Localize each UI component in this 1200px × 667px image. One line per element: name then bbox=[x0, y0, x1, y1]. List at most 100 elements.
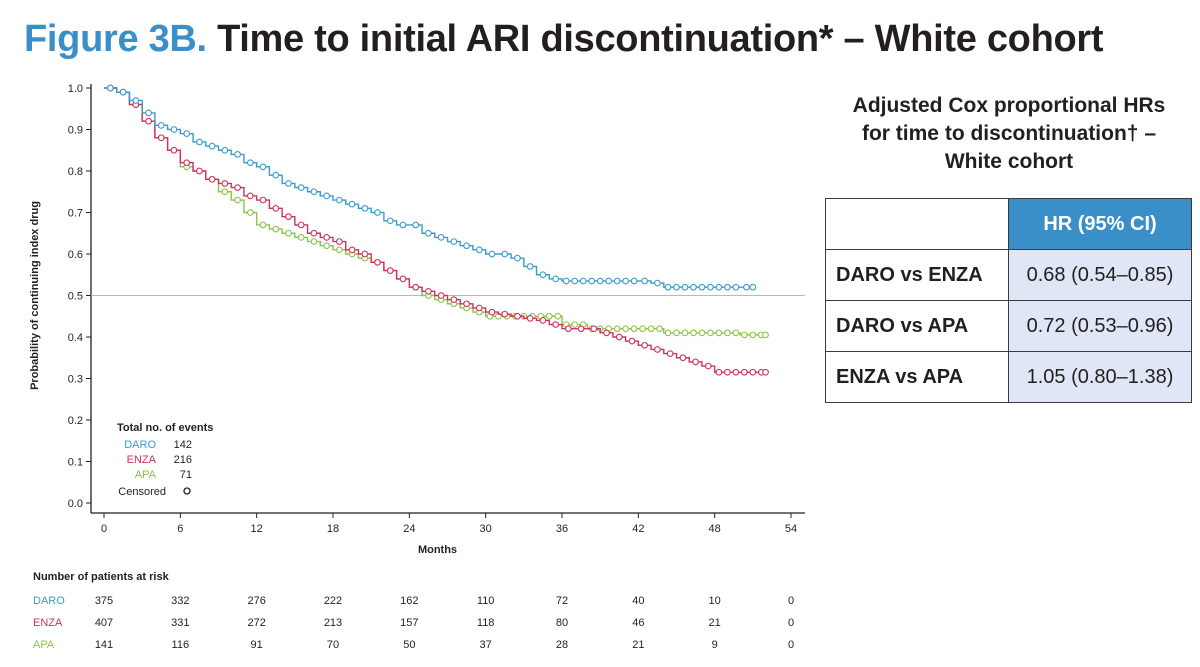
censor-mark-enza bbox=[501, 310, 509, 318]
at-risk-count: 332 bbox=[171, 595, 189, 607]
y-tick-label: 0.3 bbox=[68, 374, 83, 386]
censor-mark-apa bbox=[698, 329, 706, 337]
censor-mark-daro bbox=[475, 246, 483, 254]
at-risk-count: 157 bbox=[400, 617, 418, 629]
censor-mark-daro bbox=[132, 97, 140, 104]
y-tick-label: 0.8 bbox=[68, 166, 83, 178]
censor-mark-enza bbox=[615, 333, 623, 341]
at-risk-count: 0 bbox=[788, 617, 794, 629]
censor-mark-daro bbox=[698, 283, 706, 291]
at-risk-count: 110 bbox=[477, 595, 495, 607]
censor-mark-enza bbox=[437, 292, 445, 299]
y-tick-label: 0.2 bbox=[68, 415, 83, 427]
censor-mark-daro bbox=[690, 283, 697, 291]
censor-mark-daro bbox=[221, 146, 229, 154]
at-risk-count: 91 bbox=[251, 639, 263, 651]
hr-table-row: ENZA vs APA 1.05 (0.80–1.38) bbox=[825, 351, 1192, 403]
censor-mark-apa bbox=[732, 329, 740, 337]
legend-censored-label: Censored bbox=[118, 486, 166, 498]
censor-mark-apa bbox=[630, 325, 638, 333]
x-tick-label: 42 bbox=[632, 523, 644, 535]
legend-label-apa: APA bbox=[135, 469, 157, 481]
censor-mark-daro bbox=[425, 229, 432, 237]
censor-mark-apa bbox=[221, 188, 229, 196]
at-risk-title: Number of patients at risk bbox=[33, 571, 170, 583]
hr-row-label: DARO vs APA bbox=[825, 300, 1009, 352]
censor-mark-daro bbox=[588, 277, 596, 285]
censor-mark-daro bbox=[681, 283, 689, 291]
censor-mark-apa bbox=[545, 312, 553, 320]
censor-mark-apa bbox=[715, 329, 723, 337]
hr-title-line-1: Adjusted Cox proportional HRs bbox=[852, 94, 1166, 117]
censor-mark-daro bbox=[526, 263, 534, 270]
censor-mark-enza bbox=[539, 317, 547, 324]
at-risk-label-apa: APA bbox=[33, 639, 55, 651]
censor-mark-daro bbox=[501, 250, 509, 258]
censor-mark-enza bbox=[692, 358, 699, 366]
censor-mark-daro bbox=[119, 88, 127, 96]
censor-mark-apa bbox=[571, 321, 579, 328]
y-tick-label: 0.4 bbox=[68, 332, 83, 344]
censor-mark-enza bbox=[475, 304, 483, 312]
censor-mark-enza bbox=[628, 337, 636, 345]
legend-label-enza: ENZA bbox=[127, 454, 157, 466]
censor-mark-daro bbox=[664, 283, 672, 291]
censor-mark-daro bbox=[246, 159, 254, 167]
censor-mark-daro bbox=[196, 138, 203, 146]
y-axis-label: Probability of continuing index drug bbox=[29, 201, 41, 390]
at-risk-count: 331 bbox=[171, 617, 189, 629]
censor-mark-daro bbox=[450, 238, 458, 245]
legend-events-apa: 71 bbox=[180, 469, 192, 481]
at-risk-count: 222 bbox=[324, 595, 342, 607]
hr-row-label: DARO vs ENZA bbox=[825, 249, 1009, 301]
censor-mark-apa bbox=[622, 325, 629, 333]
censor-mark-daro bbox=[724, 283, 731, 291]
censor-mark-apa bbox=[234, 196, 241, 204]
y-tick-label: 0.1 bbox=[68, 457, 83, 469]
at-risk-count: 70 bbox=[327, 639, 339, 651]
at-risk-count: 118 bbox=[477, 617, 495, 629]
censor-mark-enza bbox=[272, 205, 280, 212]
x-tick-label: 30 bbox=[480, 523, 492, 535]
hr-panel-title: Adjusted Cox proportional HRs for time t… bbox=[826, 92, 1192, 176]
censor-mark-daro bbox=[749, 283, 757, 291]
censor-mark-daro bbox=[630, 277, 638, 285]
censor-mark-daro bbox=[562, 277, 570, 285]
x-tick-label: 48 bbox=[709, 523, 721, 535]
x-tick-label: 36 bbox=[556, 523, 568, 535]
censor-mark-enza bbox=[196, 167, 203, 175]
censor-mark-apa bbox=[724, 329, 731, 337]
at-risk-count: 28 bbox=[556, 639, 568, 651]
legend-events-daro: 142 bbox=[174, 439, 192, 451]
at-risk-count: 10 bbox=[709, 595, 721, 607]
censor-mark-daro bbox=[323, 192, 330, 200]
hr-row-label: ENZA vs APA bbox=[825, 351, 1009, 403]
hr-title-line-2: for time to discontinuation† – bbox=[861, 122, 1156, 145]
censor-mark-enza bbox=[514, 312, 521, 320]
censor-mark-daro bbox=[654, 279, 661, 287]
km-chart: 0.0 0.1 0.2 0.3 0.4 0.5 0.6 0.7 0.8 0.9 1.0 0 6 12 18 2… bbox=[29, 83, 805, 651]
censor-mark-daro bbox=[571, 277, 579, 285]
series-line-apa bbox=[104, 87, 766, 336]
censor-mark-apa bbox=[259, 221, 267, 229]
censor-mark-apa bbox=[272, 225, 280, 233]
hr-table: HR (95% CI) DARO vs ENZA 0.68 (0.54–0.85… bbox=[825, 198, 1192, 403]
censor-mark-daro bbox=[622, 277, 629, 285]
x-axis-label: Months bbox=[418, 544, 457, 556]
censor-mark-enza bbox=[603, 329, 610, 337]
censor-mark-enza bbox=[749, 368, 757, 376]
x-tick-label: 0 bbox=[101, 523, 107, 535]
censor-mark-enza bbox=[762, 368, 769, 376]
at-risk-count: 407 bbox=[95, 617, 113, 629]
censor-mark-apa bbox=[285, 229, 292, 237]
censor-mark-daro bbox=[673, 283, 680, 291]
censor-mark-daro bbox=[183, 130, 191, 137]
censor-mark-apa bbox=[336, 246, 343, 254]
censor-mark-daro bbox=[732, 283, 740, 291]
censor-mark-enza bbox=[679, 354, 687, 362]
censor-mark-daro bbox=[285, 180, 292, 187]
at-risk-count: 40 bbox=[632, 595, 644, 607]
censor-mark-enza bbox=[297, 221, 305, 229]
y-tick-label: 0.7 bbox=[68, 208, 83, 220]
censor-mark-enza bbox=[732, 368, 740, 376]
